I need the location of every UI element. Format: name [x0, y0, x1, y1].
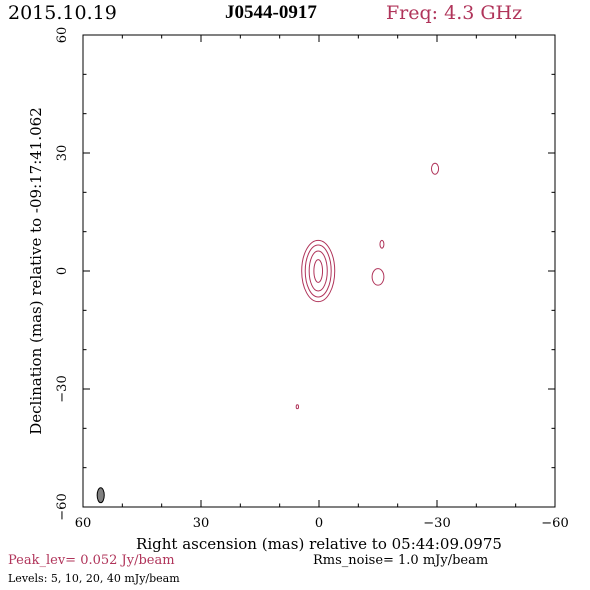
peak-level: Peak_lev= 0.052 Jy/beam — [8, 553, 175, 568]
axis-ticks — [82, 34, 556, 508]
observation-date: 2015.10.19 — [8, 2, 117, 24]
beam-ellipse — [96, 487, 105, 504]
contour-layer — [96, 162, 440, 504]
y-tick-label: 60 — [55, 27, 70, 44]
contour-line — [371, 268, 385, 286]
contour-line — [301, 239, 336, 303]
y-axis-label: Declination (mas) relative to -09:17:41.… — [27, 107, 45, 435]
contour-levels: Levels: 5, 10, 20, 40 mJy/beam — [8, 572, 180, 585]
rms-noise: Rms_noise= 1.0 mJy/beam — [313, 553, 489, 568]
y-tick-label: 0 — [55, 267, 70, 275]
contour-line — [313, 259, 324, 283]
contour-line — [295, 404, 300, 410]
x-tick-label: −60 — [541, 516, 568, 531]
y-tick-label: −60 — [55, 493, 70, 520]
contour-line — [379, 239, 385, 249]
x-tick-label: 30 — [193, 516, 210, 531]
contour-line — [430, 162, 440, 175]
contour-line — [308, 250, 328, 292]
plot-frame — [82, 34, 556, 508]
x-tick-label: −30 — [423, 516, 450, 531]
y-tick-label: −30 — [55, 375, 70, 402]
x-axis-label: Right ascension (mas) relative to 05:44:… — [136, 535, 502, 553]
x-tick-label: 0 — [315, 516, 323, 531]
tick-labels: 60 30 0 −30 −60 −60 −30 0 30 60 — [55, 27, 569, 531]
frequency-label: Freq: 4.3 GHz — [386, 2, 523, 24]
y-tick-label: 30 — [55, 145, 70, 162]
source-name: J0544-0917 — [225, 2, 317, 23]
contour-line — [304, 244, 332, 298]
x-tick-label: 60 — [75, 516, 92, 531]
